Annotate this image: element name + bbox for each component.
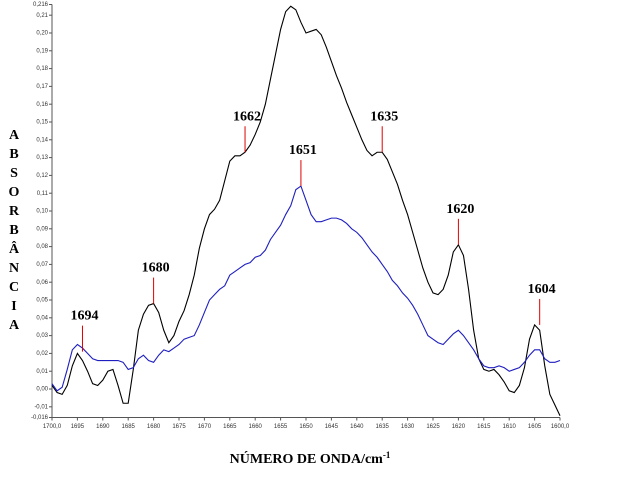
x-tick-label: 1700,0 xyxy=(43,424,62,430)
x-tick-label: 1665 xyxy=(223,424,237,430)
y-tick-label: 0,21 xyxy=(36,13,48,19)
y-tick-label: 0,17 xyxy=(36,84,48,90)
x-tick-label: 1660 xyxy=(249,424,263,430)
y-axis-label: ABSORBÂNCIA xyxy=(7,128,22,337)
x-tick-label: 1690 xyxy=(96,424,110,430)
y-tick-label: 0,09 xyxy=(36,226,48,232)
y-tick-label: 0,08 xyxy=(36,244,48,250)
spectrum-line xyxy=(51,185,561,392)
y-tick-label: 0,11 xyxy=(37,191,49,197)
x-tick-label: 1625 xyxy=(426,424,440,430)
y-tick-label: 0,16 xyxy=(36,102,48,108)
y-tick-label: -0,016 xyxy=(31,415,49,421)
annotation-label: 1694 xyxy=(70,309,98,324)
x-tick-label: 1640 xyxy=(350,424,364,430)
spectrum-line xyxy=(51,5,561,416)
x-tick-label: 1630 xyxy=(401,424,415,430)
annotation-label: 1620 xyxy=(446,202,474,217)
y-tick-label: 0,216 xyxy=(33,2,49,8)
annotation-label: 1604 xyxy=(528,282,556,297)
x-tick-label: 1655 xyxy=(274,424,288,430)
x-tick-label: 1600,0 xyxy=(551,424,570,430)
annotation-label: 1651 xyxy=(289,143,317,158)
x-tick-label: 1670 xyxy=(198,424,212,430)
x-tick-label: 1650 xyxy=(299,424,313,430)
x-tick-label: 1685 xyxy=(122,424,136,430)
y-tick-label: 0,13 xyxy=(36,155,48,161)
y-tick-label: 0,20 xyxy=(36,31,48,37)
y-tick-label: 0,03 xyxy=(36,333,48,339)
y-tick-label: 0,10 xyxy=(36,209,48,215)
x-tick-label: 1680 xyxy=(147,424,161,430)
x-tick-label: 1615 xyxy=(477,424,491,430)
x-tick-label: 1620 xyxy=(452,424,466,430)
y-tick-label: 0,04 xyxy=(36,315,48,321)
annotation-label: 1662 xyxy=(233,109,261,124)
y-tick-label: 0,07 xyxy=(36,262,48,268)
y-tick-label: -0,01 xyxy=(34,404,48,410)
y-tick-label: 0,05 xyxy=(36,298,48,304)
annotation-label: 1680 xyxy=(142,261,170,276)
annotation-label: 1635 xyxy=(370,109,398,124)
y-tick-label: 0,06 xyxy=(36,280,48,286)
y-tick-label: 0,12 xyxy=(36,173,48,179)
y-tick-label: 0,01 xyxy=(36,369,48,375)
x-tick-label: 1605 xyxy=(528,424,542,430)
x-axis-label: NÚMERO DE ONDA/cm-1 xyxy=(230,450,391,467)
x-tick-label: 1645 xyxy=(325,424,339,430)
x-tick-label: 1675 xyxy=(172,424,186,430)
x-tick-label: 1695 xyxy=(71,424,85,430)
y-tick-label: 0,02 xyxy=(36,351,48,357)
y-tick-label: 0,18 xyxy=(36,66,48,72)
y-tick-label: 0,14 xyxy=(36,137,48,143)
x-axis-label-sup: -1 xyxy=(383,450,391,460)
x-axis-label-text: NÚMERO DE ONDA/cm xyxy=(230,450,384,467)
x-tick-label: 1610 xyxy=(503,424,517,430)
x-tick-label: 1635 xyxy=(376,424,390,430)
y-tick-label: 0,15 xyxy=(36,120,48,126)
y-tick-label: 0,00 xyxy=(36,387,48,393)
y-tick-label: 0,19 xyxy=(36,48,48,54)
